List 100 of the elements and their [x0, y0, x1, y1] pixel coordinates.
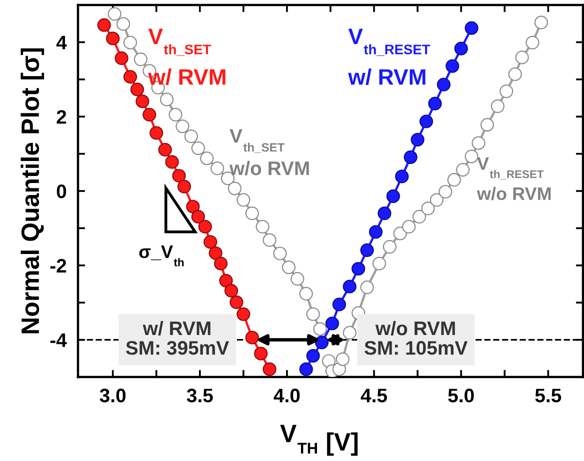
point: [472, 136, 486, 150]
point: [352, 262, 366, 276]
point: [165, 155, 179, 169]
annotation: w/ RVM SM: 395mV: [126, 320, 229, 355]
point: [438, 184, 452, 199]
point: [386, 189, 400, 204]
point: [262, 233, 276, 247]
y-tick-label: 2: [56, 110, 66, 124]
point: [108, 7, 122, 21]
point: [306, 307, 320, 321]
x-tick-label: 5.0: [448, 388, 474, 402]
point: [262, 362, 276, 376]
point: [360, 243, 374, 257]
point: [490, 99, 504, 113]
point: [508, 67, 522, 81]
point: [245, 206, 259, 220]
point: [515, 50, 529, 64]
point: [446, 59, 460, 73]
point: [419, 114, 434, 128]
point: [464, 150, 478, 164]
point: [236, 307, 250, 321]
point: [299, 362, 313, 376]
point: [454, 42, 468, 56]
point: [123, 70, 138, 84]
annotation: Vth_RESET: [477, 157, 544, 180]
annotation: w/o RVM: [229, 160, 309, 176]
point: [168, 108, 182, 122]
point: [254, 346, 268, 360]
point: [160, 92, 174, 106]
point: [136, 94, 150, 108]
annotation: Vth_SET: [148, 28, 212, 56]
x-tick-label: 5.5: [535, 388, 562, 402]
point: [172, 168, 186, 183]
point: [230, 295, 244, 310]
annotation: Vth_SET: [230, 129, 285, 154]
point: [158, 142, 172, 157]
point: [219, 274, 233, 288]
point: [134, 52, 148, 66]
point: [412, 210, 426, 224]
point: [282, 260, 296, 274]
point: [436, 78, 450, 92]
point: [464, 21, 478, 35]
point: [378, 206, 392, 220]
point: [191, 141, 205, 156]
point: [198, 220, 212, 234]
y-tick-label: -4: [50, 333, 67, 347]
point: [332, 298, 346, 312]
point: [200, 151, 214, 166]
point: [368, 225, 383, 239]
point: [404, 150, 418, 164]
point: [430, 193, 444, 207]
point: [360, 280, 374, 294]
point: [97, 18, 111, 32]
point: [256, 220, 270, 234]
point: [106, 32, 120, 46]
point: [447, 173, 461, 187]
point: [306, 348, 320, 363]
y-tick-label: 0: [56, 184, 66, 198]
point: [142, 108, 156, 122]
annotation: Vth_RESET: [348, 28, 430, 56]
point: [402, 220, 416, 234]
point: [273, 246, 287, 260]
point: [410, 132, 424, 146]
point: [186, 200, 200, 214]
annotation: w/o RVM SM: 105mV: [364, 320, 468, 355]
annotation: w/ RVM: [148, 68, 226, 86]
point: [208, 246, 222, 260]
point: [393, 226, 407, 240]
point: [382, 240, 397, 254]
point: [116, 17, 130, 31]
point: [526, 36, 540, 50]
point: [336, 352, 350, 366]
point: [123, 36, 138, 50]
point: [177, 180, 192, 194]
point: [299, 286, 313, 300]
point: [204, 235, 218, 249]
point: [224, 284, 238, 298]
point: [214, 256, 228, 270]
point: [313, 322, 327, 336]
point: [245, 330, 259, 344]
point: [342, 326, 356, 340]
point: [421, 202, 435, 216]
point: [456, 162, 470, 177]
point: [114, 51, 128, 65]
annotation: w/o RVM: [476, 186, 551, 200]
point: [176, 119, 190, 134]
point: [342, 280, 356, 294]
point: [130, 82, 144, 96]
x-tick-label: 3.0: [100, 388, 126, 402]
point: [500, 84, 514, 98]
x-tick-label: 4.0: [274, 388, 300, 402]
point: [150, 126, 164, 140]
y-tick-label: -2: [50, 258, 66, 272]
point: [210, 162, 224, 176]
point: [314, 336, 329, 350]
point: [395, 170, 409, 184]
point: [428, 96, 442, 110]
point: [184, 130, 198, 144]
point: [191, 210, 205, 224]
point: [480, 118, 494, 132]
